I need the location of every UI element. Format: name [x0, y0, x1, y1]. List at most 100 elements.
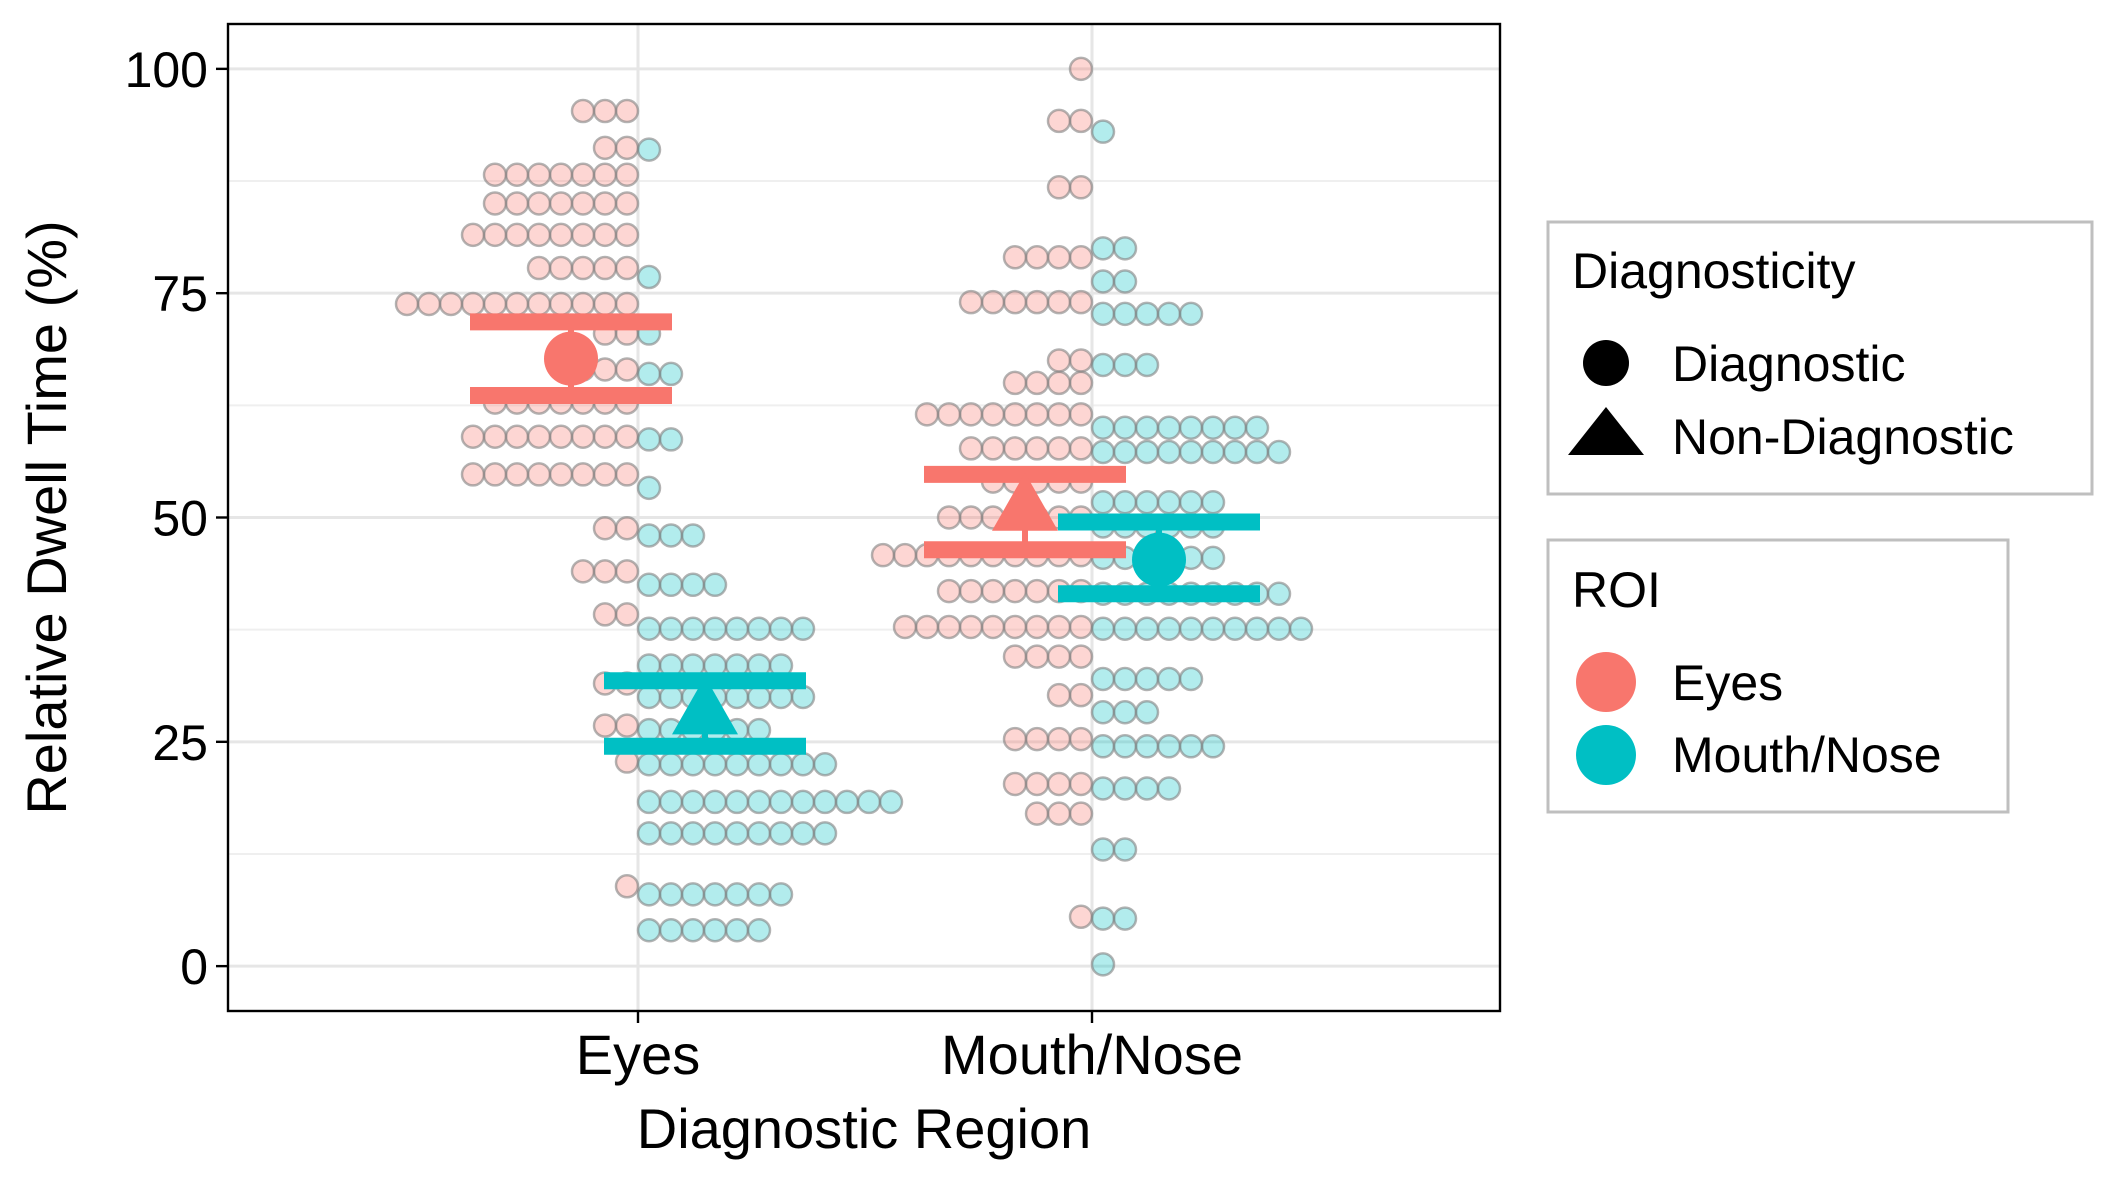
data-dot [482, 162, 508, 187]
data-dot [526, 255, 552, 281]
data-dot [636, 789, 662, 815]
data-dot [1046, 289, 1072, 315]
data-dot [1090, 489, 1116, 515]
data-dot [592, 516, 618, 541]
mean-triangle-marker [672, 676, 738, 735]
data-dot [1002, 436, 1028, 461]
data-dot [1068, 614, 1094, 640]
data-dot [1112, 489, 1138, 515]
data-dot [1068, 370, 1094, 396]
data-dot [658, 752, 684, 777]
data-dot [592, 559, 618, 584]
data-dot [1134, 415, 1160, 441]
data-dot [1046, 682, 1072, 708]
data-dot [1002, 402, 1028, 427]
data-dot [504, 424, 530, 449]
data-dot [1134, 301, 1160, 327]
data-dot [636, 523, 662, 548]
data-dot [958, 402, 984, 427]
data-dot [680, 752, 706, 777]
data-dot [1068, 108, 1094, 134]
data-dot [592, 98, 618, 124]
data-dot [570, 191, 596, 216]
data-dot [1024, 370, 1050, 396]
data-dot [1222, 415, 1248, 441]
data-dot [856, 789, 882, 815]
data-dot [636, 572, 662, 598]
data-dot [658, 789, 684, 815]
data-dot [548, 462, 574, 487]
data-dot [746, 917, 772, 943]
data-dot [1090, 734, 1116, 759]
data-dot [614, 222, 640, 248]
data-dot [636, 882, 662, 907]
data-dot [1002, 644, 1028, 669]
data-dot [1024, 644, 1050, 669]
data-dot [702, 572, 728, 598]
data-dot [658, 361, 684, 387]
data-dot [680, 789, 706, 815]
data-dot [504, 462, 530, 487]
data-dot [1090, 699, 1116, 725]
data-dot [548, 222, 574, 248]
data-dot [1112, 236, 1138, 261]
data-dot [834, 789, 860, 815]
data-dot [1046, 726, 1072, 752]
data-dot [1244, 415, 1270, 441]
data-dot [1024, 801, 1050, 826]
data-dot [636, 821, 662, 846]
data-dot [548, 424, 574, 449]
data-dot [1046, 801, 1072, 826]
data-dot [680, 917, 706, 943]
data-dot [1046, 245, 1072, 270]
data-dot [1156, 301, 1182, 327]
data-dot [438, 291, 464, 317]
data-dot [460, 462, 486, 487]
data-dot [592, 291, 618, 317]
data-dot [1178, 439, 1204, 465]
data-dot [526, 291, 552, 317]
data-dot [1090, 352, 1116, 378]
data-dot [614, 291, 640, 317]
data-dot [570, 462, 596, 487]
data-dot [1156, 415, 1182, 441]
y-axis-title: Relative Dwell Time (%) [15, 220, 78, 814]
data-dot [482, 291, 508, 317]
data-dot [1068, 348, 1094, 373]
data-dot [768, 821, 794, 846]
data-dot [658, 821, 684, 846]
data-dot [812, 789, 838, 815]
data-dot [1200, 439, 1226, 465]
data-dot [1112, 269, 1138, 294]
data-dot [680, 616, 706, 642]
data-dot [790, 752, 816, 777]
data-dot [460, 424, 486, 449]
data-dot [1266, 581, 1292, 607]
data-dot [724, 821, 750, 846]
data-dot [1024, 245, 1050, 270]
data-dot [1002, 289, 1028, 315]
legend-label-non-diagnostic: Non-Diagnostic [1672, 409, 2014, 465]
data-dot [570, 255, 596, 281]
data-dot [1134, 776, 1160, 801]
data-dot [1112, 616, 1138, 642]
data-dot [1222, 616, 1248, 642]
data-dot [1244, 439, 1270, 465]
data-dot [958, 289, 984, 315]
data-dot [768, 752, 794, 777]
data-dot [724, 616, 750, 642]
data-dot [1178, 616, 1204, 642]
data-dot [460, 222, 486, 248]
data-dot [680, 821, 706, 846]
data-dot [746, 821, 772, 846]
legend-triangle-icon [1568, 407, 1644, 455]
data-dot [1046, 370, 1072, 396]
x-axis-title: Diagnostic Region [637, 1097, 1091, 1160]
data-dot [592, 602, 618, 627]
data-dot [746, 882, 772, 907]
data-dot [570, 291, 596, 317]
data-dot [614, 462, 640, 487]
data-dot [1068, 801, 1094, 826]
data-dot [1134, 699, 1160, 725]
